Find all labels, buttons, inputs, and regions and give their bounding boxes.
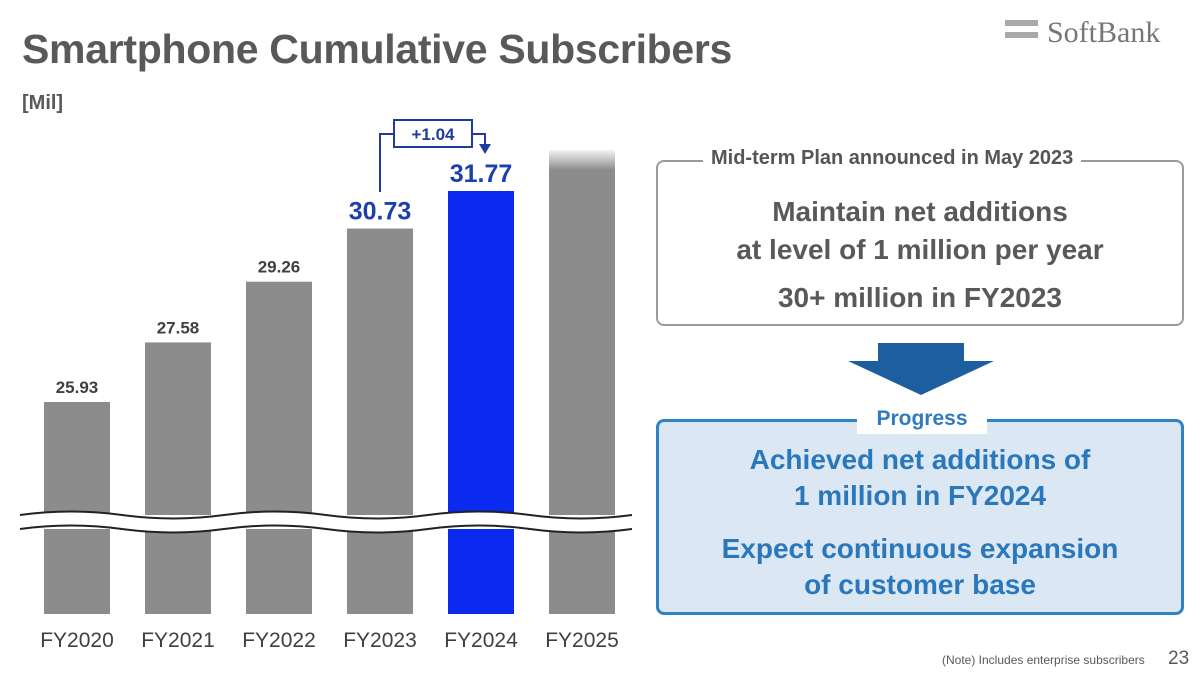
logo-wordmark: SoftBank bbox=[1047, 16, 1161, 49]
tick-label-fy2021: FY2021 bbox=[141, 629, 215, 652]
bar-fade-fy2025 bbox=[548, 148, 616, 170]
page-number: 23 bbox=[1168, 648, 1190, 669]
page-title: Smartphone Cumulative Subscribers bbox=[22, 26, 733, 72]
annotation-bracket-right bbox=[472, 133, 486, 146]
down-arrow-icon bbox=[848, 343, 994, 395]
break-line-top bbox=[19, 510, 633, 520]
bar-fy2022 bbox=[246, 281, 312, 614]
value-label-fy2024: 31.77 bbox=[450, 160, 513, 188]
bar-fy2020 bbox=[44, 402, 110, 614]
mid-term-plan-box bbox=[656, 160, 1184, 326]
bar-fy2021 bbox=[145, 342, 211, 614]
bar-fy2025 bbox=[549, 150, 615, 614]
value-label-fy2021: 27.58 bbox=[157, 318, 200, 337]
softbank-logo: SoftBank bbox=[1005, 16, 1180, 50]
progress-legend: Progress bbox=[857, 404, 987, 434]
annotation-arrowhead-icon bbox=[479, 144, 491, 154]
annotation-label: +1.04 bbox=[411, 125, 455, 144]
tick-label-fy2022: FY2022 bbox=[242, 629, 316, 652]
progress-expect-text: Expect continuous expansion of customer … bbox=[721, 533, 1119, 600]
tick-label-fy2025: FY2025 bbox=[545, 629, 619, 652]
value-label-fy2020: 25.93 bbox=[56, 378, 99, 397]
value-label-fy2023: 30.73 bbox=[349, 198, 412, 226]
logo-bars-icon bbox=[1005, 20, 1038, 44]
subscribers-bar-chart: FY2020 25.93 FY2021 27.58 FY2022 29.26 FY2023 3… bbox=[19, 119, 633, 652]
progress-box bbox=[656, 419, 1184, 615]
bar-fy2024 bbox=[448, 191, 514, 614]
tick-label-fy2023: FY2023 bbox=[343, 629, 417, 652]
unit-label: [Mil] bbox=[22, 92, 64, 114]
value-label-fy2022: 29.26 bbox=[258, 258, 301, 277]
bar-fy2023 bbox=[347, 228, 413, 614]
tick-label-fy2024: FY2024 bbox=[444, 629, 518, 652]
progress-achieved-text: Achieved net additions of 1 million in F… bbox=[749, 444, 1091, 511]
footnote: (Note) Includes enterprise subscribers bbox=[942, 653, 1145, 667]
mid-term-plan-text: Maintain net additions at level of 1 mil… bbox=[736, 196, 1104, 265]
annotation-bracket-left bbox=[379, 133, 394, 192]
tick-label-fy2020: FY2020 bbox=[40, 629, 114, 652]
break-line-bottom bbox=[19, 524, 633, 534]
mid-term-plan-legend: Mid-term Plan announced in May 2023 bbox=[703, 147, 1082, 170]
mid-term-plan-target: 30+ million in FY2023 bbox=[777, 282, 1062, 313]
axis-break bbox=[19, 510, 633, 534]
